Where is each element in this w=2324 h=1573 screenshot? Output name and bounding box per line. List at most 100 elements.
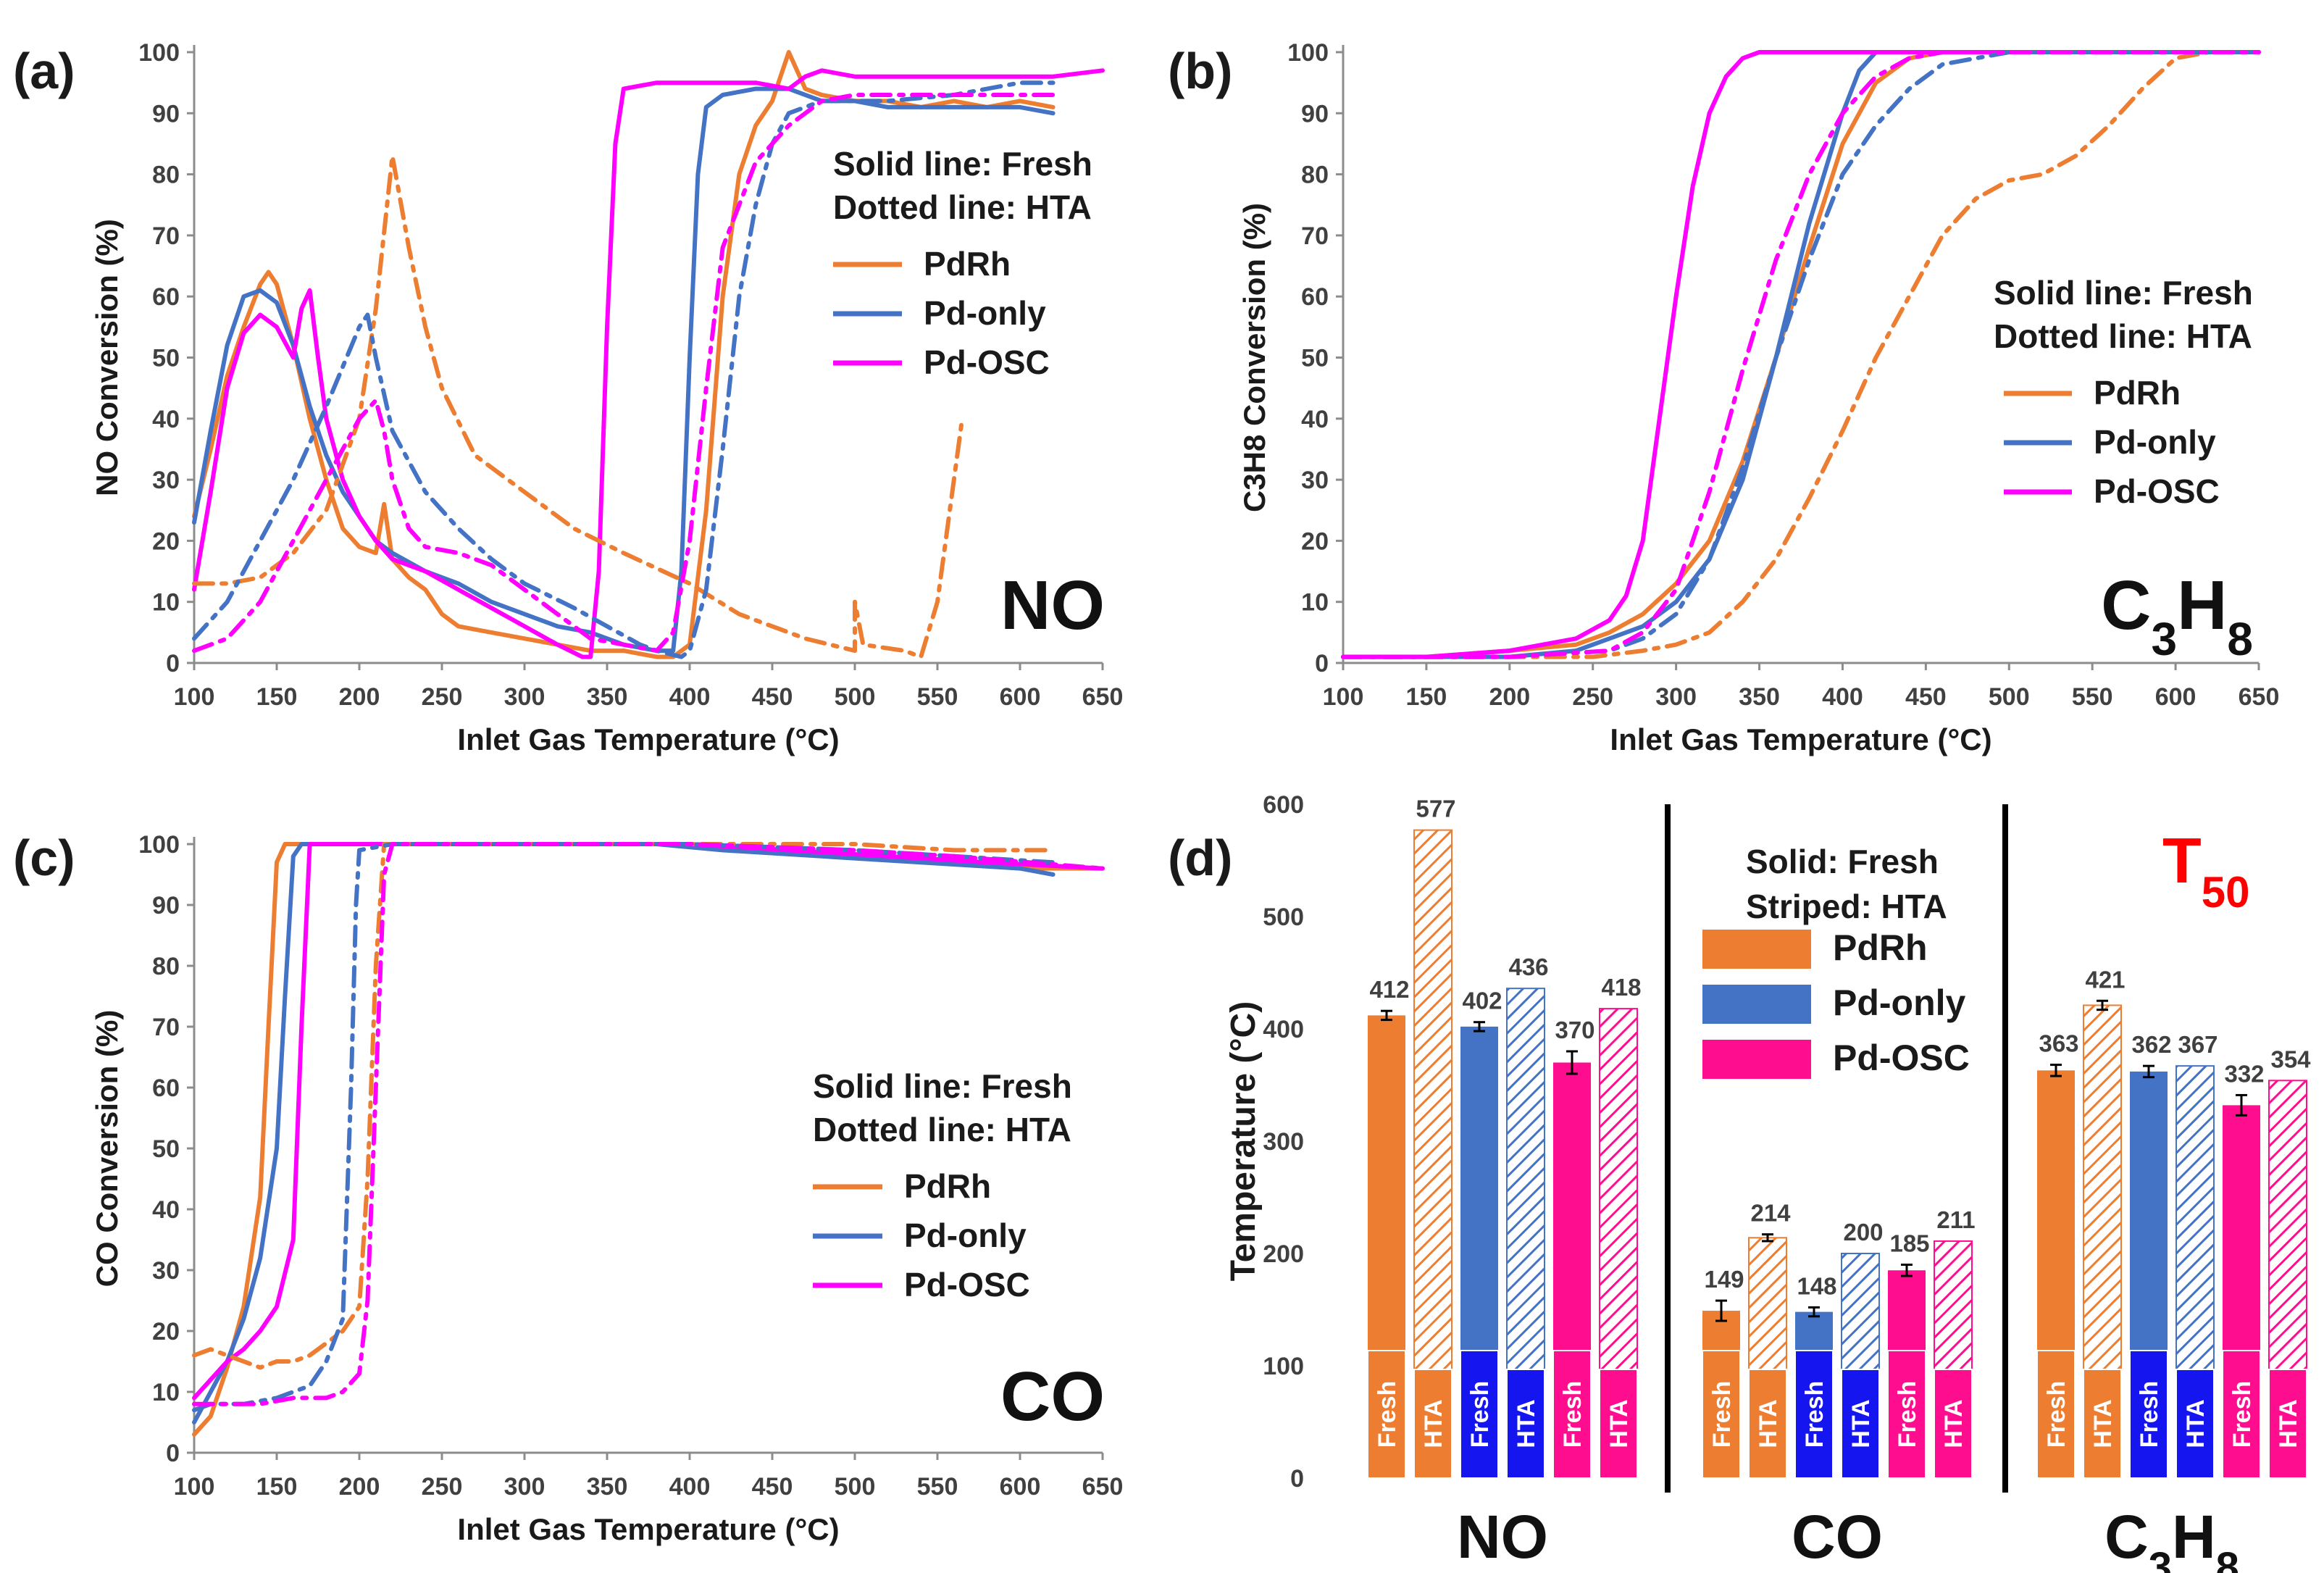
y-tick-label: 70	[1301, 222, 1329, 250]
legend-label: Pd-OSC	[904, 1266, 1030, 1303]
bar-value-label: 421	[2085, 966, 2125, 993]
y-tick-label: 90	[152, 100, 180, 128]
bar-state-label: HTA	[1513, 1399, 1540, 1448]
y-tick-label: 60	[152, 283, 180, 311]
x-tick-label: 350	[1739, 683, 1780, 711]
bar-state-box	[1552, 1350, 1592, 1479]
bar-state-box	[1702, 1350, 1741, 1479]
x-tick-label: 150	[1406, 683, 1447, 711]
bar-value-label: 418	[1601, 974, 1641, 1001]
legend-title-line: Dotted line: HTA	[813, 1111, 1071, 1148]
x-tick-label: 450	[1905, 683, 1947, 711]
bar-state-label: HTA	[1755, 1399, 1782, 1448]
x-tick-label: 150	[256, 683, 298, 711]
bar-state-label: Fresh	[2136, 1381, 2163, 1448]
y-tick-label: 10	[152, 1379, 180, 1406]
y-tick-label: 30	[152, 1257, 180, 1285]
bar-state-box	[1841, 1369, 1880, 1479]
bar-state-label: HTA	[1605, 1399, 1633, 1448]
bar-state-box	[2268, 1369, 2307, 1479]
x-tick-label: 400	[669, 1473, 711, 1501]
legend-swatch	[1702, 985, 1811, 1024]
y-tick-label: 100	[138, 831, 180, 859]
y-tick-label: 40	[152, 406, 180, 433]
y-tick-label: 400	[1263, 1016, 1304, 1043]
bar-value-label: 363	[2039, 1030, 2078, 1057]
bar-state-box	[1367, 1350, 1406, 1479]
bar-state-box	[2129, 1350, 2168, 1479]
legend-label: Pd-only	[924, 294, 1046, 332]
bar-state-box	[1934, 1369, 1973, 1479]
x-tick-label: 300	[504, 683, 546, 711]
legend-label: PdRh	[2094, 374, 2181, 412]
x-tick-label: 650	[2239, 683, 2280, 711]
bar-value-label: 214	[1750, 1200, 1791, 1227]
x-tick-label: 150	[256, 1473, 298, 1501]
y-tick-label: 80	[152, 162, 180, 189]
bar-state-label: HTA	[1420, 1399, 1447, 1448]
bar-state-label: Fresh	[1708, 1381, 1736, 1448]
series-line-pd-osc-hta	[1341, 50, 2261, 659]
bar-state-label: Fresh	[1559, 1381, 1587, 1448]
y-tick-label: 0	[166, 1440, 180, 1467]
y-tick-label: 300	[1263, 1128, 1304, 1156]
x-tick-label: 400	[1822, 683, 1863, 711]
panel-label: (b)	[1168, 43, 1232, 99]
bar-state-label: Fresh	[1894, 1381, 1921, 1448]
legend-title-line: Solid: Fresh	[1746, 843, 1939, 880]
y-tick-label: 90	[1301, 100, 1329, 128]
legend-title-line: Solid line: Fresh	[833, 145, 1092, 183]
bar-state-label: HTA	[1940, 1399, 1968, 1448]
x-tick-label: 450	[752, 683, 793, 711]
bar-value-label: 332	[2224, 1060, 2264, 1087]
y-tick-label: 500	[1263, 904, 1304, 931]
bar-value-label: 149	[1704, 1266, 1744, 1293]
x-tick-label: 300	[1655, 683, 1697, 711]
y-tick-label: 10	[1301, 589, 1329, 617]
legend-title-line: Striped: HTA	[1746, 888, 1947, 925]
x-tick-label: 550	[2072, 683, 2113, 711]
y-tick-label: 0	[1315, 650, 1329, 677]
bar-value-label: 185	[1889, 1230, 1929, 1257]
x-tick-label: 350	[587, 683, 628, 711]
y-tick-label: 200	[1263, 1240, 1304, 1268]
bar-state-label: HTA	[2182, 1399, 2210, 1448]
group-label: NO	[1457, 1503, 1548, 1571]
bar-group-co: Fresh 149 HTA 214 Fresh 148 HTA 200 Fresh 185 HTA 2…	[1702, 1200, 1976, 1480]
series-line-pdrh-hta	[1341, 50, 2261, 659]
y-tick-label: 80	[152, 953, 180, 980]
y-tick-label: 30	[152, 467, 180, 494]
x-tick-label: 500	[835, 683, 876, 711]
legend-label: PdRh	[1833, 927, 1928, 968]
x-tick-label: 500	[1989, 683, 2030, 711]
species-label: NO	[1000, 567, 1105, 644]
y-tick-label: 20	[152, 1318, 180, 1345]
legend-label: Pd-only	[1833, 982, 1966, 1023]
legend-title-line: Solid line: Fresh	[1994, 274, 2253, 312]
y-tick-label: 60	[1301, 283, 1329, 311]
x-tick-label: 600	[2155, 683, 2196, 711]
series-line-pd-osc-hta	[192, 93, 1056, 654]
x-tick-label: 550	[917, 1473, 958, 1501]
legend-title-line: Solid line: Fresh	[813, 1067, 1072, 1105]
y-tick-label: 70	[152, 1014, 180, 1041]
x-tick-label: 200	[339, 1473, 380, 1501]
y-tick-label: 600	[1263, 791, 1304, 819]
x-tick-label: 400	[669, 683, 711, 711]
x-tick-label: 350	[587, 1473, 628, 1501]
bar-value-label: 577	[1416, 796, 1455, 822]
bar-value-label: 370	[1555, 1017, 1594, 1043]
bar-state-label: HTA	[1847, 1399, 1875, 1448]
x-tick-label: 250	[422, 1473, 463, 1501]
y-tick-label: 50	[152, 345, 180, 372]
bar-state-box	[1506, 1369, 1545, 1479]
y-tick-label: 30	[1301, 467, 1329, 494]
legend-label: PdRh	[904, 1167, 991, 1205]
legend-label: PdRh	[924, 245, 1011, 283]
y-tick-label: 80	[1301, 162, 1329, 189]
legend-swatch	[1702, 930, 1811, 969]
bar-state-box	[1748, 1369, 1787, 1479]
y-tick-label: 70	[152, 222, 180, 250]
bar-value-label: 367	[2178, 1031, 2218, 1058]
y-tick-label: 40	[152, 1196, 180, 1224]
